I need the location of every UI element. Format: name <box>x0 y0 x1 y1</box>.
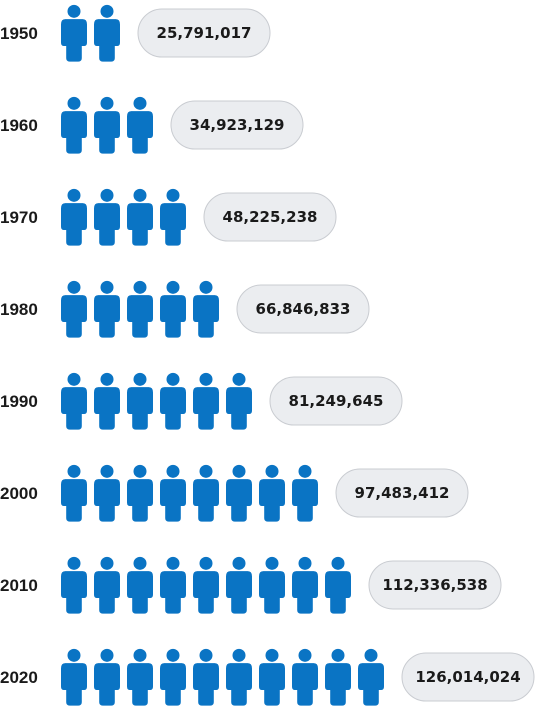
value-label: 112,336,538 <box>382 576 487 594</box>
chart-row-2000: 2000 97,483,412 <box>0 464 469 522</box>
year-label: 1960 <box>0 116 38 135</box>
value-pill <box>236 284 370 334</box>
person-icon <box>127 96 153 154</box>
person-icon <box>94 4 120 62</box>
person-icon <box>61 4 87 62</box>
chart-row-1970: 1970 48,225,238 <box>0 188 337 246</box>
chart-row-1990: 1990 81,249,645 <box>0 372 403 430</box>
value-pill <box>203 192 337 242</box>
person-icon <box>193 464 219 522</box>
person-icon <box>226 464 252 522</box>
value-label: 66,846,833 <box>256 300 351 318</box>
person-icon <box>61 464 87 522</box>
person-icon <box>61 556 87 614</box>
person-icon <box>94 556 120 614</box>
person-icon <box>160 648 186 706</box>
value-label: 25,791,017 <box>157 24 252 42</box>
person-icon <box>292 464 318 522</box>
person-icon <box>127 464 153 522</box>
person-icon <box>94 96 120 154</box>
value-label: 81,249,645 <box>289 392 384 410</box>
person-icon <box>226 648 252 706</box>
person-icon <box>193 556 219 614</box>
person-icon <box>61 372 87 430</box>
value-pill <box>269 376 403 426</box>
person-icon <box>292 648 318 706</box>
year-label: 1980 <box>0 300 38 319</box>
person-icon <box>61 188 87 246</box>
value-label: 48,225,238 <box>223 208 318 226</box>
person-icon <box>61 280 87 338</box>
person-icon <box>94 464 120 522</box>
person-icon <box>292 556 318 614</box>
person-icon <box>94 648 120 706</box>
value-pill <box>335 468 469 518</box>
year-label: 1970 <box>0 208 38 227</box>
year-label: 1950 <box>0 24 38 43</box>
person-icon <box>127 556 153 614</box>
person-icon <box>226 372 252 430</box>
chart-row-1980: 1980 66,846,833 <box>0 280 370 338</box>
person-icon <box>127 648 153 706</box>
chart-row-1960: 1960 34,923,129 <box>0 96 304 154</box>
value-label: 97,483,412 <box>355 484 450 502</box>
person-icon <box>193 372 219 430</box>
chart-row-2020: 2020 126,014,024 <box>0 648 535 706</box>
chart-rows: 1950 25,791,017 1960 34,923,129 1970 48,225,2… <box>0 4 535 706</box>
value-pill <box>401 652 535 702</box>
person-icon <box>160 464 186 522</box>
year-label: 2000 <box>0 484 38 503</box>
person-icon <box>226 556 252 614</box>
chart-row-2010: 2010 112,336,538 <box>0 556 502 614</box>
value-label: 34,923,129 <box>190 116 285 134</box>
value-label: 126,014,024 <box>415 668 520 686</box>
person-icon <box>325 648 351 706</box>
person-icon <box>127 188 153 246</box>
year-label: 2020 <box>0 668 38 687</box>
person-icon <box>61 96 87 154</box>
person-icon <box>160 280 186 338</box>
person-icon <box>127 280 153 338</box>
person-icon <box>160 556 186 614</box>
person-icon <box>94 280 120 338</box>
person-icon <box>160 188 186 246</box>
person-icon <box>259 648 285 706</box>
value-pill <box>137 8 271 58</box>
person-icon <box>94 188 120 246</box>
year-label: 1990 <box>0 392 38 411</box>
person-icon <box>193 280 219 338</box>
person-icon <box>259 464 285 522</box>
value-pill <box>368 560 502 610</box>
person-icon <box>325 556 351 614</box>
person-icon <box>61 648 87 706</box>
person-icon <box>160 372 186 430</box>
person-icon <box>358 648 384 706</box>
person-icon <box>259 556 285 614</box>
year-label: 2010 <box>0 576 38 595</box>
chart-row-1950: 1950 25,791,017 <box>0 4 271 62</box>
person-icon <box>94 372 120 430</box>
value-pill <box>170 100 304 150</box>
person-icon <box>127 372 153 430</box>
person-icon <box>193 648 219 706</box>
